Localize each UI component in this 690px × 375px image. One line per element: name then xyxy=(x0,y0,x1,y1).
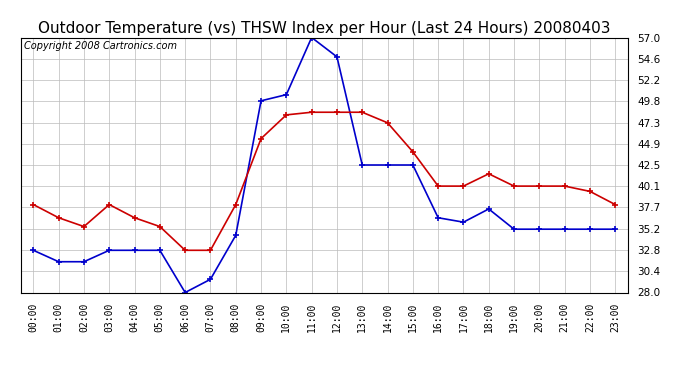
Text: Copyright 2008 Cartronics.com: Copyright 2008 Cartronics.com xyxy=(23,41,177,51)
Title: Outdoor Temperature (vs) THSW Index per Hour (Last 24 Hours) 20080403: Outdoor Temperature (vs) THSW Index per … xyxy=(38,21,611,36)
